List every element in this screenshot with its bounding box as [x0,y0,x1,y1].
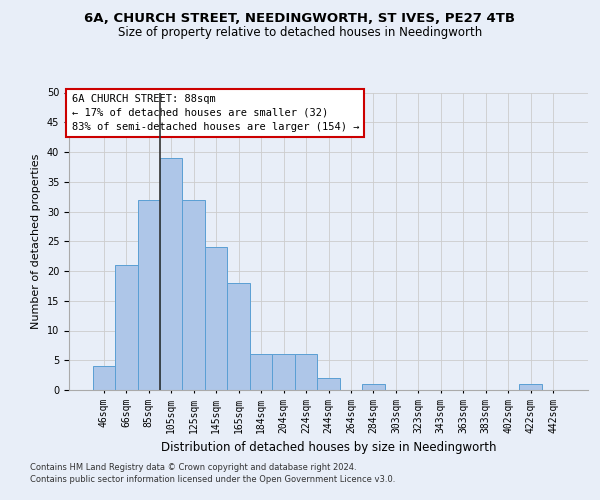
Text: Contains HM Land Registry data © Crown copyright and database right 2024.: Contains HM Land Registry data © Crown c… [30,462,356,471]
Text: Size of property relative to detached houses in Needingworth: Size of property relative to detached ho… [118,26,482,39]
Text: 6A, CHURCH STREET, NEEDINGWORTH, ST IVES, PE27 4TB: 6A, CHURCH STREET, NEEDINGWORTH, ST IVES… [85,12,515,26]
Bar [182,200,205,390]
Bar [295,354,317,390]
Bar [362,384,385,390]
Bar [317,378,340,390]
Text: Contains public sector information licensed under the Open Government Licence v3: Contains public sector information licen… [30,475,395,484]
Bar [272,354,295,390]
Text: 6A CHURCH STREET: 88sqm
← 17% of detached houses are smaller (32)
83% of semi-de: 6A CHURCH STREET: 88sqm ← 17% of detache… [71,94,359,132]
X-axis label: Distribution of detached houses by size in Needingworth: Distribution of detached houses by size … [161,441,496,454]
Bar [227,283,250,390]
Y-axis label: Number of detached properties: Number of detached properties [31,154,41,329]
Bar [92,366,115,390]
Bar [250,354,272,390]
Bar [115,265,137,390]
Bar [137,200,160,390]
Bar [160,158,182,390]
Bar [205,247,227,390]
Bar [520,384,542,390]
